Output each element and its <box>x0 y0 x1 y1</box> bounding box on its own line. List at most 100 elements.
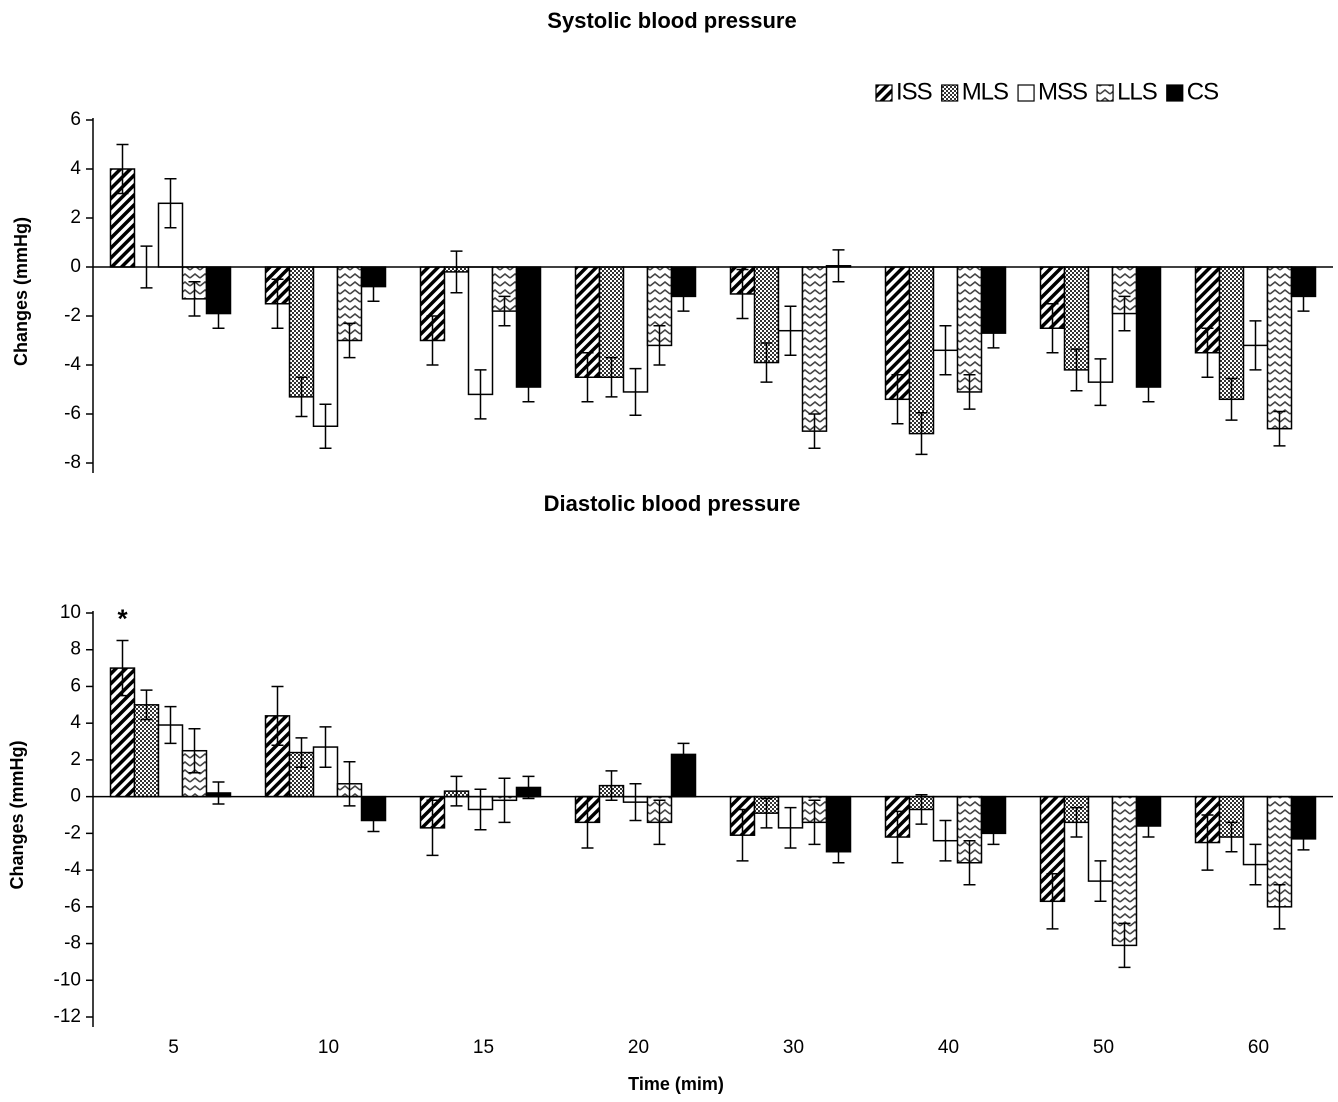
y-tick-label: -8 <box>64 933 81 954</box>
x-tick-label: 50 <box>1093 1037 1114 1058</box>
error-bar <box>677 280 690 312</box>
legend-label: ISS <box>896 78 932 105</box>
y-tick-label: 2 <box>70 749 81 770</box>
bar <box>1135 266 1162 388</box>
error-bar <box>1297 827 1310 851</box>
error-bar <box>212 298 225 329</box>
error-bar <box>1070 348 1083 392</box>
error-bar <box>939 325 952 376</box>
y-tick-label: 0 <box>70 786 81 807</box>
error-bar <box>212 781 225 805</box>
error-bar <box>760 342 773 383</box>
error-bar <box>522 775 535 800</box>
y-tick-label: -2 <box>64 822 81 843</box>
error-bar <box>1046 303 1059 354</box>
error-bar <box>784 806 797 849</box>
error-bar <box>808 413 821 450</box>
error-bar <box>1142 814 1155 838</box>
bar <box>956 266 983 393</box>
error-bar <box>1094 358 1107 407</box>
y-tick-label: -6 <box>64 896 81 917</box>
legend-label: LLS <box>1117 78 1157 105</box>
error-bar <box>319 726 332 769</box>
error-bar <box>605 770 618 802</box>
legend-swatch <box>1166 84 1184 102</box>
error-bar <box>319 403 332 450</box>
error-bar <box>188 280 201 317</box>
error-bar <box>677 742 690 767</box>
y-tick-label: 6 <box>70 675 81 696</box>
error-bar <box>295 376 308 418</box>
error-bar <box>1273 410 1286 447</box>
y-tick-label: 4 <box>70 712 81 733</box>
error-bar <box>1225 377 1238 421</box>
error-bar <box>426 799 439 857</box>
error-bar <box>1118 922 1131 969</box>
x-tick-label: 40 <box>938 1037 959 1058</box>
error-bar <box>939 819 952 862</box>
legend-swatch <box>941 84 959 102</box>
chart-title: Systolic blood pressure <box>547 8 796 33</box>
error-bar <box>343 322 356 359</box>
error-bar <box>832 249 845 283</box>
bar <box>515 266 542 388</box>
y-tick-label: -4 <box>64 859 81 880</box>
error-bar <box>784 305 797 356</box>
legend-swatch <box>1096 84 1114 102</box>
error-bar <box>116 143 129 195</box>
x-tick-label: 5 <box>168 1037 179 1058</box>
error-bar <box>1094 860 1107 903</box>
error-bar <box>629 783 642 822</box>
y-tick-label: -10 <box>54 969 81 990</box>
error-bar <box>629 367 642 416</box>
legend-swatch <box>875 84 893 102</box>
error-bar <box>271 278 284 329</box>
x-tick-label: 10 <box>318 1037 339 1058</box>
error-bar <box>1297 280 1310 312</box>
bar <box>908 266 935 435</box>
x-tick-label: 60 <box>1248 1037 1269 1058</box>
y-axis-label: Changes (mmHg) <box>7 740 27 889</box>
annotation: * <box>117 603 128 633</box>
y-tick-label: -8 <box>64 452 81 473</box>
y-tick-label: 6 <box>70 109 81 130</box>
bar <box>598 266 625 378</box>
legend-label: MSS <box>1038 78 1087 105</box>
y-axis-label: Changes (mmHg) <box>11 217 31 366</box>
bar <box>312 266 339 427</box>
error-bar <box>915 794 928 825</box>
bar <box>1218 266 1245 401</box>
error-bar <box>1046 873 1059 930</box>
error-bar <box>605 356 618 398</box>
error-bar <box>987 821 1000 846</box>
error-bar <box>522 371 535 403</box>
y-tick-label: -12 <box>54 1006 81 1027</box>
error-bar <box>271 685 284 746</box>
y-tick-label: -4 <box>64 354 81 375</box>
bar <box>801 266 828 432</box>
error-bar <box>963 839 976 886</box>
legend-label: CS <box>1187 78 1218 105</box>
y-tick-label: 8 <box>70 639 81 660</box>
error-bar <box>188 727 201 774</box>
error-bar <box>1201 327 1214 378</box>
error-bar <box>653 325 666 366</box>
error-bar <box>367 808 380 833</box>
error-bar <box>653 799 666 846</box>
error-bar <box>1070 806 1083 838</box>
error-bar <box>295 737 308 769</box>
y-tick-label: 10 <box>60 602 81 623</box>
error-bar <box>1273 884 1286 930</box>
y-tick-label: -2 <box>64 305 81 326</box>
chart-title: Diastolic blood pressure <box>544 491 801 516</box>
error-bar <box>1249 320 1262 371</box>
bar <box>1111 795 1138 947</box>
error-bar <box>891 810 904 864</box>
error-bar <box>1142 371 1155 403</box>
error-bar <box>1249 843 1262 886</box>
error-bar <box>1201 814 1214 871</box>
bar <box>1266 266 1293 430</box>
y-tick-label: 4 <box>70 158 81 179</box>
x-tick-label: 30 <box>783 1037 804 1058</box>
y-tick-label: 0 <box>70 256 81 277</box>
